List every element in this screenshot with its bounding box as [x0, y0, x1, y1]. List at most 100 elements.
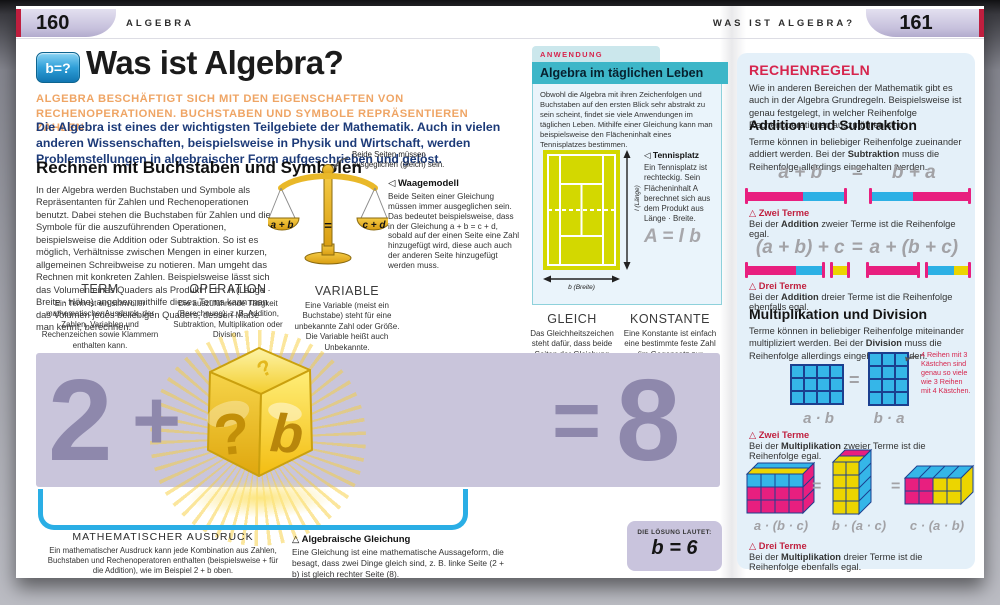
running-title: WAS IST ALGEBRA?: [712, 18, 855, 29]
multiplication-paragraph: Terme können in beliebiger Reihenfolge m…: [749, 325, 967, 362]
width-label: b (Breite): [568, 284, 595, 291]
drei-terme-caption-1: △ Drei Terme: [749, 281, 807, 291]
commutative-equation: a + b = b + a: [749, 162, 965, 184]
addition-paragraph: Terme können in beliebiger Reihenfolge z…: [749, 136, 967, 173]
glossary-variable-text: Eine Variable (meist ein Buchstabe) steh…: [294, 301, 400, 352]
cap1-post: zweier Terme ist die Reihenfolge egal.: [749, 219, 956, 239]
addition-paragraph-pre: Terme können in beliebiger Reihenfolge z…: [749, 137, 962, 160]
algebra-topic-icon-label: b=?: [45, 59, 71, 76]
associative-equation: (a + b) + c = a + (b + c): [749, 237, 965, 259]
balance-scale-illustration: a + b = c + d: [268, 164, 388, 265]
page-number-tab-right: [866, 9, 984, 37]
cuboid-b-ac: [831, 448, 873, 516]
glossary-konstante-label: KONSTANTE: [630, 312, 710, 326]
cap1-bold: Addition: [781, 219, 819, 229]
cap2-bold: Addition: [781, 292, 819, 302]
multiplication-heading: Multiplikation und Division: [749, 306, 928, 322]
glossary-variable-label: VARIABLE: [314, 284, 380, 298]
page-title: Was ist Algebra?: [86, 44, 344, 81]
length-arrow-icon: [623, 150, 631, 270]
zwei-terme-text-1: Bei der Addition zweier Terme ist die Re…: [749, 219, 969, 239]
solution-value: b = 6: [651, 537, 698, 559]
anwendung-heading-bar: Algebra im täglichen Leben: [532, 62, 728, 84]
waagemodell-title: ◁ Waagemodell: [388, 178, 459, 189]
gleichung-text: Eine Gleichung ist eine mathematische Au…: [292, 547, 505, 579]
tennis-court-illustration: [543, 150, 620, 270]
mcap1-bold: Multiplikation: [781, 441, 841, 451]
addition-heading: Addition und Subtraktion: [749, 117, 917, 133]
cube3-label: c · (a · b): [909, 518, 965, 533]
cuboid-c-ab: [903, 464, 975, 506]
ausdruck-text: Ein mathematischer Ausdruck kann jede Ko…: [47, 546, 279, 576]
eq1-right: b + a: [891, 162, 936, 183]
header-rule: [16, 38, 984, 39]
zwei-terme-caption-1: △ Zwei Terme: [749, 208, 810, 218]
curved-arrow-icon: [333, 157, 349, 169]
drei-terme-text-2: Bei der Multiplikation dreier Terme ist …: [749, 552, 971, 572]
tennisplatz-text: Ein Tennisplatz ist rechteckig. Sein Flä…: [644, 163, 711, 224]
page-edge-red-tab-left: [16, 9, 21, 37]
grid-annotation: 4 Reihen mit 3 Kästchen sind genau so vi…: [921, 350, 971, 395]
cuboid-a-bc: [745, 461, 815, 515]
gleichung-title: △ Algebraische Gleichung: [292, 534, 411, 545]
scale-note: Beide Seiten müssen ausgeglichen (gleich…: [352, 150, 445, 169]
equation-equals-sign: =: [552, 372, 602, 467]
cap2-post: dreier Terme ist die Reihenfolge ebenfal…: [749, 292, 953, 312]
mult-paragraph-post: muss die Reihenfolge allerdings eingehal…: [749, 338, 942, 361]
anwendung-tab-label: ANWENDUNG: [540, 49, 604, 59]
grid-3x4: [790, 364, 844, 405]
annotation-arrow-icon: [905, 355, 919, 362]
zwei-terme-caption-2: △ Zwei Terme: [749, 430, 810, 440]
rechenregeln-heading: RECHENREGELN: [749, 62, 871, 78]
bar-b-plus-a: [869, 188, 971, 204]
mcap2-pre: Bei der: [749, 552, 782, 562]
grid-left-label: a · b: [803, 410, 834, 427]
tennisplatz-title: ◁ Tennisplatz: [644, 150, 700, 160]
ausdruck-label: MATHEMATISCHER AUSDRUCK: [72, 531, 254, 543]
zwei-terme-text-2: Bei der Multiplikation zweier Terme ist …: [749, 441, 969, 461]
bar-ab-group: [745, 262, 825, 278]
rechenregeln-intro: Wie in anderen Bereichen der Mathematik …: [749, 83, 962, 131]
scale-equals-label: =: [324, 218, 332, 233]
glossary-gleich-label: GLEICH: [547, 312, 597, 326]
area-formula: A = l b: [644, 226, 701, 247]
chapter-label: ALGEBRA: [126, 18, 194, 29]
cube1-label: a · (b · c): [753, 518, 809, 533]
cube-equals-1: =: [812, 478, 822, 495]
dice-glow: [186, 478, 334, 518]
glossary-operation-label: OPERATION: [189, 282, 267, 296]
grid-right-label: b · a: [873, 410, 905, 427]
addition-paragraph-post: muss die Reihenfolge allerdings eingehal…: [749, 149, 940, 172]
tennisplatz-caption: ◁ Tennisplatz Ein Tennisplatz ist rechte…: [644, 150, 716, 225]
equation-plus-sign: +: [132, 372, 182, 467]
cap2-pre: Bei der: [749, 292, 782, 302]
cube2-label: b · (a · c): [831, 518, 887, 533]
length-label: l (Länge): [634, 185, 641, 211]
equation-band: [36, 353, 720, 487]
scale-right-pan-label: c + d: [362, 220, 386, 231]
solution-box: DIE LÖSUNG LAUTET: b = 6: [627, 521, 722, 571]
expression-bracket: [38, 489, 468, 530]
glossary-variable: VARIABLE Eine Variable (meist ein Buchst…: [288, 284, 406, 353]
mult-paragraph-pre: Terme können in beliebiger Reihenfolge m…: [749, 326, 964, 349]
dice-side-letter-b: b: [268, 403, 305, 465]
page-number-left: 160: [36, 12, 70, 34]
anwendung-text: Obwohl die Algebra mit ihren Zeichenfolg…: [540, 90, 713, 150]
mcap1-post: zweier Terme ist die Reihenfolge egal.: [749, 441, 926, 461]
dice-front-question-mark: ?: [211, 400, 253, 468]
mcap2-bold: Multiplikation: [781, 552, 841, 562]
glossary-term-label: TERM: [81, 282, 119, 296]
three-term-bars: [745, 262, 975, 278]
bar-bc-group: [925, 262, 971, 278]
mystery-dice-illustration: ? ? b: [206, 347, 313, 477]
grid-equals: =: [849, 370, 860, 390]
equation-rhs-number: 8: [616, 355, 681, 485]
cap1-pre: Bei der: [749, 219, 782, 229]
anwendung-heading: Algebra im täglichen Leben: [540, 66, 704, 80]
bar-a-group: [866, 262, 920, 278]
mcap1-pre: Bei der: [749, 441, 782, 451]
anwendung-tab: ANWENDUNG: [532, 46, 660, 62]
width-arrow-icon: [543, 275, 620, 283]
two-term-bars: [745, 188, 971, 204]
